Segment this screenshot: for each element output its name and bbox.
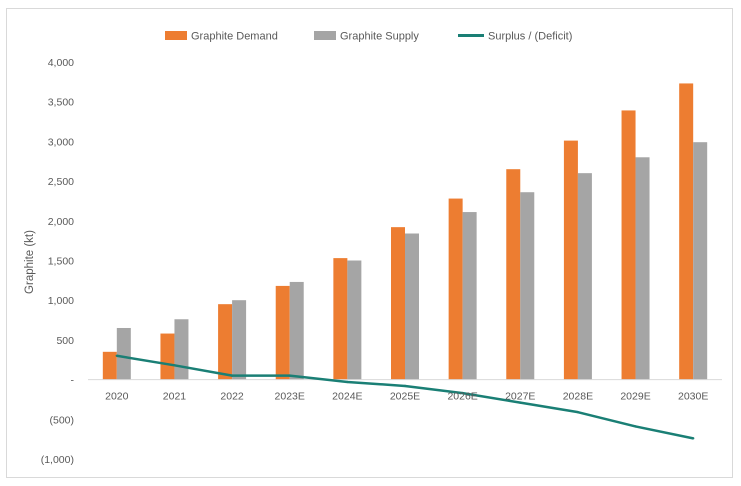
x-tick-label: 2030E bbox=[678, 391, 708, 403]
legend: Graphite Demand Graphite Supply Surplus … bbox=[165, 31, 572, 43]
x-tick-label: 2026E bbox=[447, 391, 477, 403]
supply-bar bbox=[693, 142, 708, 380]
demand-bar bbox=[621, 110, 636, 380]
x-tick-label: 2024E bbox=[332, 391, 362, 403]
surplus-point bbox=[230, 374, 234, 377]
surplus-point bbox=[461, 391, 464, 395]
legend-label-demand: Graphite Demand bbox=[191, 31, 278, 43]
demand-bar bbox=[563, 140, 578, 380]
x-tick-label: 2027E bbox=[505, 391, 535, 403]
supply-bar bbox=[635, 157, 650, 380]
y-tick-label: - bbox=[71, 375, 75, 387]
y-tick-label: 2,000 bbox=[48, 216, 74, 228]
x-tick-label: 2025E bbox=[390, 391, 420, 403]
supply-bar bbox=[520, 192, 535, 380]
x-tick-label: 2020 bbox=[105, 391, 129, 403]
y-tick-label: 3,500 bbox=[48, 97, 74, 109]
legend-swatch-supply bbox=[314, 31, 336, 40]
y-tick-label: 4,000 bbox=[48, 57, 74, 69]
supply-bar bbox=[232, 300, 247, 380]
x-tick-label: 2028E bbox=[563, 391, 593, 403]
supply-bar bbox=[174, 319, 189, 380]
y-tick-label: 1,500 bbox=[48, 256, 74, 268]
surplus-point bbox=[519, 401, 522, 404]
surplus-point bbox=[173, 364, 176, 367]
demand-bar bbox=[275, 285, 290, 380]
demand-bar bbox=[160, 333, 175, 380]
demand-bar bbox=[333, 258, 348, 380]
legend-label-surplus: Surplus / (Deficit) bbox=[488, 31, 572, 43]
supply-bar bbox=[577, 173, 592, 380]
supply-bar bbox=[116, 327, 131, 380]
demand-bar bbox=[391, 227, 405, 380]
legend-label-supply: Graphite Supply bbox=[340, 31, 419, 43]
y-tick-label: 3,000 bbox=[48, 136, 74, 148]
y-tick-label: (1,000) bbox=[41, 454, 74, 466]
surplus-point bbox=[115, 354, 119, 357]
surplus-point bbox=[346, 380, 349, 384]
surplus-line-group bbox=[115, 354, 695, 440]
y-tick-label: 2,500 bbox=[48, 176, 74, 188]
supply-bar bbox=[347, 260, 362, 380]
demand-bar bbox=[679, 83, 694, 380]
supply-bar bbox=[405, 233, 419, 380]
surplus-point bbox=[634, 425, 637, 428]
chart-frame bbox=[6, 8, 733, 478]
x-tick-label: 2023E bbox=[275, 391, 305, 403]
demand-bar bbox=[102, 351, 117, 380]
demand-bar bbox=[506, 169, 521, 380]
y-tick-label: (500) bbox=[49, 414, 74, 426]
x-tick-label: 2021 bbox=[163, 391, 187, 403]
y-tick-label: 1,000 bbox=[48, 295, 74, 307]
x-ticks: 2020 2021 2022 2023E 2024E 2025E 2026E 2027E 202… bbox=[105, 391, 708, 403]
surplus-point bbox=[576, 410, 580, 414]
y-tick-label: 500 bbox=[56, 335, 74, 347]
demand-bar bbox=[448, 198, 463, 380]
legend-swatch-demand bbox=[165, 31, 187, 40]
x-tick-label: 2022 bbox=[220, 391, 244, 403]
bars bbox=[102, 83, 708, 380]
demand-bar bbox=[218, 304, 233, 380]
surplus-point bbox=[403, 384, 407, 388]
x-tick-label: 2029E bbox=[620, 391, 650, 403]
surplus-point bbox=[288, 374, 291, 377]
surplus-point bbox=[691, 437, 695, 440]
y-ticks: (1,000) (500) - 500 1,000 1,500 2,000 2,500 3,00… bbox=[41, 57, 75, 466]
supply-bar bbox=[289, 281, 304, 380]
y-axis-label: Graphite (kt) bbox=[24, 230, 36, 294]
supply-bar bbox=[462, 212, 477, 380]
